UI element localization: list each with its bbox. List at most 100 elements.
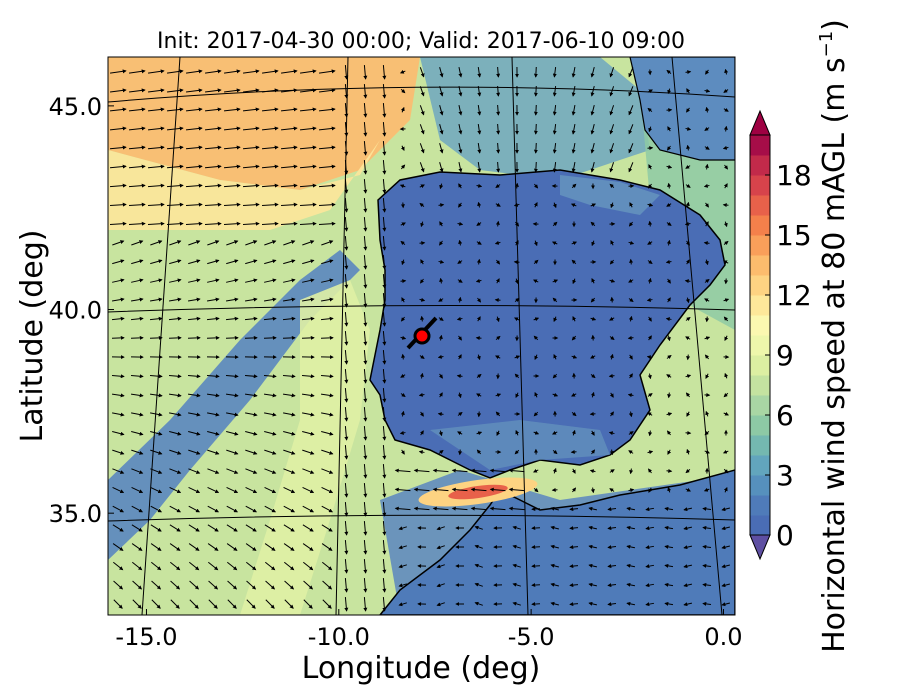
- wind-arrow: [552, 392, 559, 397]
- wind-arrow: [609, 469, 615, 474]
- wind-arrow: [401, 297, 406, 303]
- wind-arrow: [244, 297, 258, 302]
- wind-arrow: [609, 278, 616, 283]
- wind-arrow: [318, 126, 336, 131]
- wind-arrow: [344, 577, 349, 593]
- wind-arrow: [629, 202, 634, 208]
- wind-arrow: [280, 221, 298, 226]
- wind-arrow: [666, 202, 672, 207]
- wind-arrow: [458, 105, 463, 116]
- wind-arrow: [281, 69, 298, 74]
- wind-arrow: [264, 487, 277, 493]
- wind-arrow: [494, 240, 501, 245]
- wind-arrow: [685, 183, 691, 188]
- wind-arrow: [476, 354, 481, 361]
- wind-arrow: [477, 142, 482, 154]
- wind-arrow: [150, 505, 162, 513]
- wind-arrow: [569, 507, 579, 512]
- wind-arrow: [344, 83, 349, 99]
- wind-arrow: [550, 601, 559, 606]
- wind-arrow: [169, 278, 182, 283]
- colorbar-extend-over: [749, 109, 771, 136]
- wind-arrow: [204, 107, 222, 112]
- wind-arrow: [188, 430, 201, 436]
- wind-arrow: [571, 66, 576, 78]
- wind-arrow: [645, 507, 655, 512]
- wind-arrow: [344, 539, 349, 555]
- wind-arrow: [432, 468, 449, 473]
- wind-arrow: [363, 330, 368, 346]
- wind-arrow: [476, 258, 481, 265]
- wind-arrow: [128, 107, 146, 112]
- wind-arrow: [382, 235, 387, 251]
- wind-arrow: [648, 430, 653, 437]
- wind-arrow: [439, 240, 444, 246]
- wind-arrow: [185, 183, 203, 188]
- wind-arrow: [244, 374, 258, 379]
- wind-arrow: [226, 278, 239, 283]
- wind-arrow: [149, 316, 163, 321]
- wind-arrow: [322, 580, 333, 590]
- wind-arrow: [113, 580, 124, 590]
- wind-arrow: [401, 259, 406, 266]
- wind-arrow: [169, 412, 182, 417]
- wind-arrow: [204, 164, 222, 169]
- wind-arrow: [264, 543, 276, 551]
- wind-arrow: [398, 545, 407, 550]
- wind-arrow: [320, 297, 334, 302]
- wind-arrow: [685, 164, 691, 169]
- wind-arrow: [667, 449, 672, 455]
- wind-arrow: [645, 564, 655, 569]
- wind-arrow: [399, 184, 406, 189]
- wind-arrow: [495, 316, 500, 323]
- wind-arrow: [150, 278, 163, 283]
- wind-arrow: [344, 197, 349, 213]
- wind-arrow: [664, 525, 674, 530]
- wind-arrow: [458, 162, 463, 173]
- wind-arrow: [496, 85, 501, 97]
- wind-arrow: [628, 373, 633, 379]
- wind-arrow: [666, 430, 672, 436]
- wind-arrow: [647, 277, 652, 284]
- wind-arrow: [185, 221, 203, 226]
- wind-arrow: [264, 430, 277, 436]
- wind-arrow: [534, 391, 539, 398]
- wind-arrow: [648, 468, 653, 474]
- land-texture-coast: [560, 175, 660, 215]
- wind-arrow: [451, 506, 468, 511]
- wind-arrow: [645, 526, 655, 531]
- wind-arrow: [148, 88, 165, 93]
- wind-arrow: [647, 259, 653, 264]
- wind-arrow: [533, 430, 540, 435]
- wind-arrow: [128, 202, 146, 207]
- wind-arrow: [299, 164, 317, 169]
- parallel-40: [108, 304, 735, 313]
- wind-arrow: [169, 543, 181, 551]
- wind-arrow: [382, 463, 387, 479]
- wind-arrow: [420, 259, 425, 265]
- wind-arrow: [648, 220, 653, 227]
- wind-arrow: [512, 601, 521, 606]
- wind-arrow: [438, 430, 443, 437]
- wind-arrow: [685, 374, 692, 379]
- wind-arrow: [458, 239, 463, 246]
- wind-arrow: [550, 525, 559, 530]
- wind-arrow: [131, 524, 143, 532]
- wind-arrow: [264, 468, 277, 474]
- wind-arrow: [400, 240, 406, 245]
- wind-arrow: [721, 545, 731, 550]
- wind-arrow: [283, 449, 296, 455]
- wind-arrow: [363, 83, 368, 99]
- wind-arrow: [109, 202, 127, 207]
- figure-title: Init: 2017-04-30 00:00; Valid: 2017-06-1…: [157, 29, 685, 54]
- wind-arrow: [550, 563, 559, 568]
- wind-arrow: [128, 183, 146, 188]
- colorbar-segment: [750, 195, 770, 216]
- wind-arrow: [264, 259, 277, 265]
- wind-arrow: [508, 487, 525, 492]
- colorbar-tick-label: 6: [776, 399, 794, 432]
- wind-arrow: [264, 240, 277, 246]
- wind-arrow: [438, 392, 443, 398]
- wind-arrow: [207, 449, 220, 455]
- wind-arrow: [363, 254, 368, 270]
